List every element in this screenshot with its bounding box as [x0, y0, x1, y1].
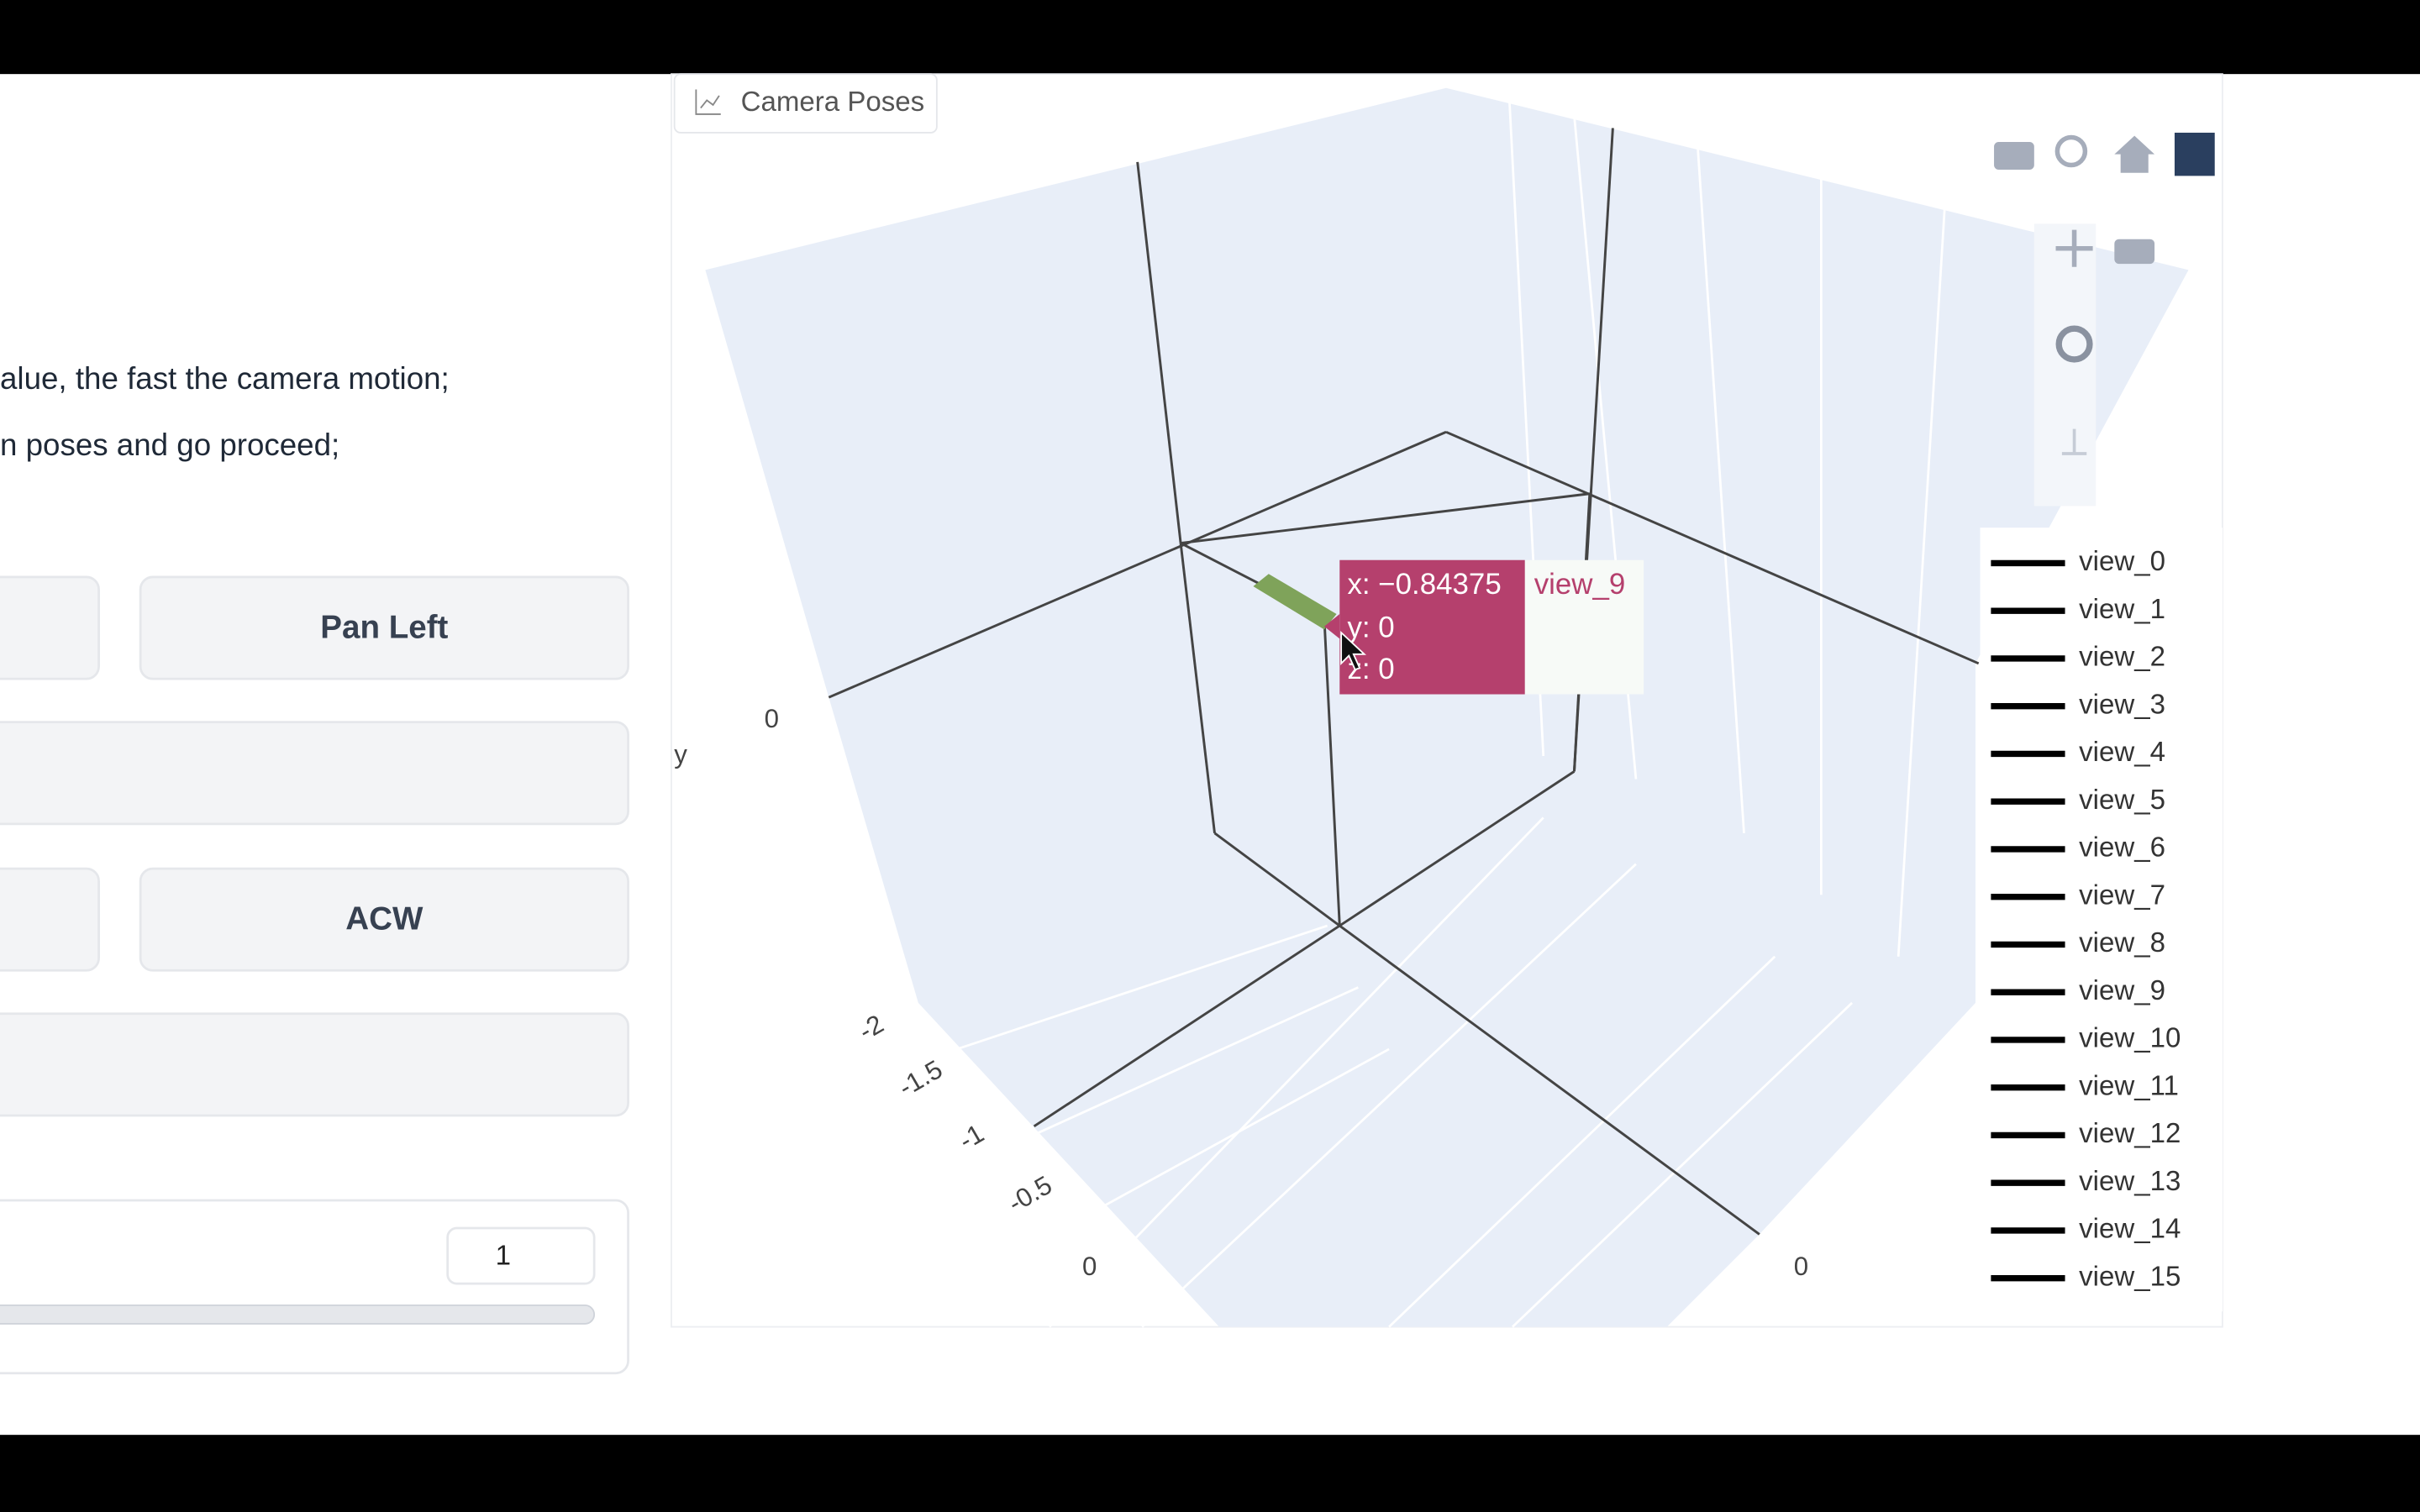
modebar-group	[2033, 223, 2096, 507]
number-input[interactable]	[446, 1226, 596, 1285]
legend-label: view_9	[2079, 975, 2165, 1006]
pan-icon[interactable]	[2055, 229, 2093, 267]
hover-icon[interactable]	[2174, 132, 2215, 176]
tooltip-name-box	[1524, 559, 1644, 695]
legend-label: view_1	[2079, 594, 2165, 625]
legend-label: view_8	[2079, 927, 2165, 958]
axes-box	[828, 128, 1980, 1236]
tooltip-y: y: 0	[1347, 612, 1394, 644]
button[interactable]	[139, 867, 629, 972]
title-tab	[673, 73, 938, 134]
slider-value: 1	[496, 1241, 511, 1272]
button[interactable]	[139, 575, 629, 680]
tick-label: 0	[1082, 1252, 1097, 1281]
legend-label: view_5	[2079, 785, 2165, 816]
turntable-icon[interactable]	[2055, 325, 2093, 363]
tooltip-pointer	[1323, 614, 1340, 639]
tooltip-box	[1339, 559, 1525, 695]
tick-label: 0	[1794, 1252, 1808, 1281]
button-label: Pan Left	[320, 610, 448, 646]
button[interactable]	[0, 575, 100, 680]
legend-label: view_7	[2079, 879, 2165, 911]
tooltip-trace: view_9	[1534, 568, 1626, 601]
title-icon	[695, 89, 721, 115]
legend-label: view_6	[2079, 832, 2165, 864]
legend-label: view_11	[2079, 1070, 2179, 1101]
cursor	[1340, 630, 1367, 671]
legend-label: view_13	[2079, 1166, 2181, 1197]
legend-label: view_3	[2079, 689, 2165, 720]
button[interactable]	[0, 721, 629, 826]
legend-label: view_14	[2079, 1214, 2181, 1245]
slider-panel	[0, 1199, 629, 1375]
legend-label: view_10	[2079, 1023, 2181, 1054]
instruction: alue, the fast the camera motion;	[0, 361, 450, 396]
modebar	[1994, 132, 2215, 507]
instruction: n poses and go proceed;	[0, 428, 339, 462]
button-label: ACW	[345, 901, 424, 937]
orbit-icon[interactable]	[2114, 239, 2155, 265]
legend-label: view_4	[2079, 737, 2165, 768]
scene-bg	[705, 87, 2189, 1327]
top-bar	[0, 0, 2420, 75]
legend-label: view_15	[2079, 1261, 2181, 1292]
camera-frustums	[1253, 574, 1337, 630]
tooltip: x: −0.84375 y: 0 z: 0 view_9	[1323, 559, 1644, 695]
camera-icon[interactable]	[1994, 141, 2034, 171]
reset-icon[interactable]	[2061, 428, 2087, 455]
slider[interactable]	[0, 1304, 596, 1325]
button[interactable]	[0, 867, 100, 972]
legend-items: view_0 view_1 view_2 view_3 view_4 view_5view…	[1991, 546, 2181, 1292]
zoom-icon[interactable]	[2054, 134, 2088, 168]
legend-label: view_2	[2079, 642, 2165, 673]
bottom-bar	[0, 1435, 2420, 1512]
legend-label: view_12	[2079, 1118, 2181, 1149]
button[interactable]	[0, 1012, 629, 1117]
axis-label: y	[674, 739, 687, 769]
legend-label: view_0	[2079, 546, 2165, 577]
tooltip-x: x: −0.84375	[1347, 568, 1501, 601]
tick-label: 0	[765, 704, 779, 733]
plot-title: Camera Poses	[741, 87, 925, 118]
